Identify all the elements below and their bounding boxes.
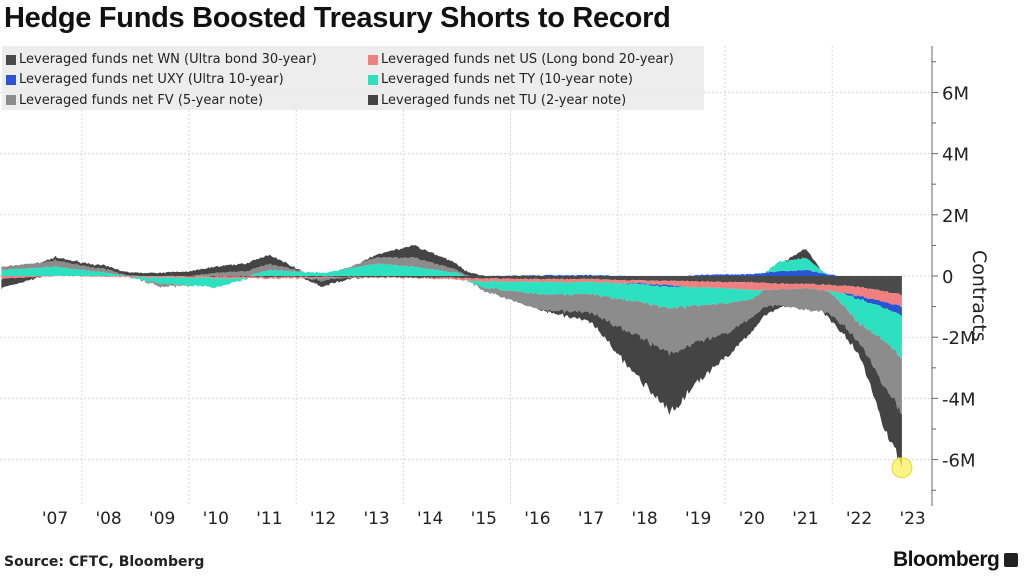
legend-item: Leveraged funds net UXY (Ultra 10-year) <box>6 70 368 89</box>
legend-label: Leveraged funds net WN (Ultra bond 30-ye… <box>19 52 317 68</box>
legend-label: Leveraged funds net UXY (Ultra 10-year) <box>19 72 284 88</box>
legend-swatch <box>368 95 378 106</box>
area-us-neg <box>1 276 902 308</box>
chart-title: Hedge Funds Boosted Treasury Shorts to R… <box>4 2 671 34</box>
x-tick-label: '21 <box>792 509 818 529</box>
y-tick-label: -2M <box>942 328 975 349</box>
x-tick-label: '19 <box>685 509 711 529</box>
legend-swatch <box>368 54 378 65</box>
x-tick-label: '14 <box>417 509 443 529</box>
area-uxy-pos <box>1 269 902 276</box>
legend-item: Leveraged funds net TU (2-year note) <box>368 91 708 110</box>
area-ty-neg <box>1 276 902 359</box>
bloomberg-logo: Bloomberg <box>893 548 1000 571</box>
legend-label: Leveraged funds net FV (5-year note) <box>19 92 264 108</box>
x-tick-label: '08 <box>95 509 121 529</box>
x-tick-label: '07 <box>42 509 68 529</box>
x-tick-label: '10 <box>203 509 229 529</box>
x-tick-label: '22 <box>846 509 872 529</box>
legend-swatch <box>6 74 16 85</box>
area-fv-neg <box>1 276 902 415</box>
legend-label: Leveraged funds net TY (10-year note) <box>381 72 633 88</box>
legend: Leveraged funds net WN (Ultra bond 30-ye… <box>2 46 704 110</box>
x-tick-label: '23 <box>899 509 925 529</box>
x-tick-label: '11 <box>256 509 282 529</box>
legend-swatch <box>368 74 378 85</box>
x-tick-label: '16 <box>524 509 550 529</box>
area-fv-pos <box>1 256 902 276</box>
legend-swatch <box>6 54 16 65</box>
x-tick-label: '20 <box>739 509 765 529</box>
y-tick-label: 0 <box>942 267 953 288</box>
legend-item: Leveraged funds net TY (10-year note) <box>368 70 708 89</box>
y-tick-label: 4M <box>942 145 969 166</box>
x-tick-label: '13 <box>363 509 389 529</box>
legend-item: Leveraged funds net WN (Ultra bond 30-ye… <box>6 50 368 69</box>
y-tick-label: -6M <box>942 451 975 472</box>
x-tick-label: '15 <box>471 509 497 529</box>
y-tick-label: 2M <box>942 206 969 227</box>
x-tick-label: '18 <box>631 509 657 529</box>
x-tick-label: '17 <box>578 509 604 529</box>
legend-item: Leveraged funds net FV (5-year note) <box>6 91 368 110</box>
area-ty-pos <box>1 257 902 276</box>
area-wn-neg <box>1 276 902 296</box>
y-axis-label: Contracts <box>968 250 990 342</box>
y-tick-label: -4M <box>942 389 975 410</box>
x-tick-label: '09 <box>149 509 175 529</box>
legend-swatch <box>6 95 16 106</box>
x-tick-label: '12 <box>310 509 336 529</box>
bloomberg-chart-icon <box>1004 553 1018 567</box>
legend-item: Leveraged funds net US (Long bond 20-yea… <box>368 50 708 69</box>
source-note: Source: CFTC, Bloomberg <box>4 554 205 570</box>
legend-label: Leveraged funds net US (Long bond 20-yea… <box>381 52 674 68</box>
latest-value-highlight <box>891 457 913 479</box>
y-tick-label: 6M <box>942 83 969 104</box>
legend-label: Leveraged funds net TU (2-year note) <box>381 92 627 108</box>
area-tu-pos <box>1 245 902 276</box>
